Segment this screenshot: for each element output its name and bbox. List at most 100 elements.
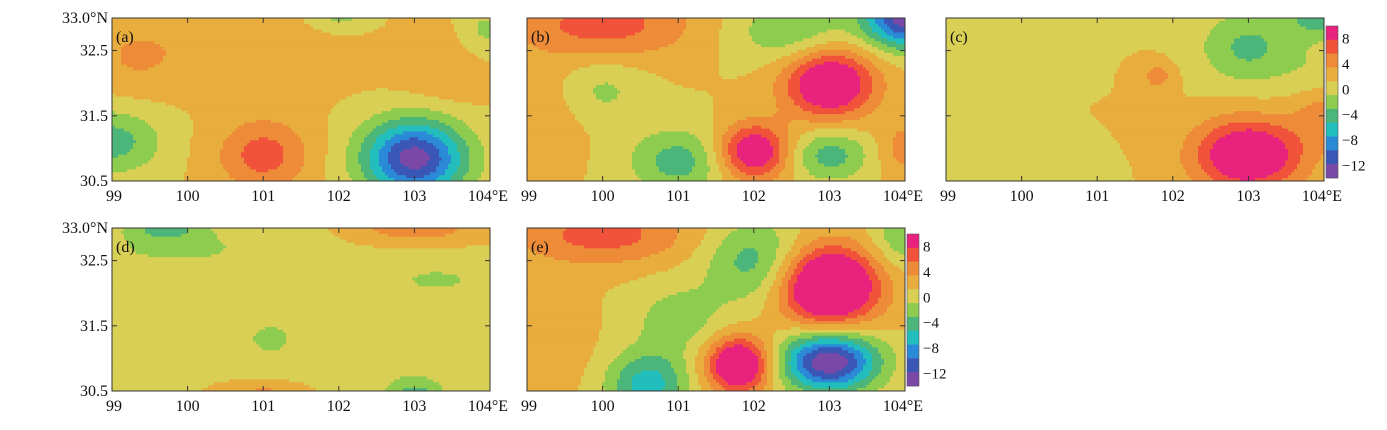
contour-cell	[313, 58, 317, 63]
contour-cell	[334, 116, 338, 121]
contour-cell	[445, 61, 449, 66]
contour-cell	[289, 119, 293, 124]
contour-cell	[442, 44, 446, 48]
contour-cell	[208, 111, 212, 115]
contour-cell	[193, 64, 197, 69]
contour-cell	[208, 76, 212, 80]
contour-cell	[382, 90, 386, 95]
contour-cell	[301, 102, 305, 106]
contour-cell	[481, 96, 485, 101]
contour-cell	[151, 131, 155, 136]
contour-cell	[316, 119, 320, 124]
contour-cell	[256, 70, 260, 74]
contour-cell	[400, 105, 404, 109]
contour-cell	[256, 44, 260, 48]
contour-cell	[367, 50, 371, 54]
contour-cell	[319, 99, 323, 104]
contour-cell	[358, 55, 362, 60]
contour-cell	[412, 64, 416, 69]
contour-cell	[481, 70, 485, 74]
contour-cell	[382, 58, 386, 63]
contour-cell	[376, 41, 380, 45]
contour-cell	[208, 119, 212, 124]
contour-cell	[142, 76, 146, 80]
contour-cell	[184, 82, 188, 86]
contour-cell	[445, 64, 449, 69]
contour-cell	[406, 61, 410, 66]
contour-cell	[298, 55, 302, 60]
contour-cell	[346, 61, 350, 66]
contour-cell	[364, 128, 368, 133]
contour-cell	[133, 122, 137, 127]
contour-cell	[283, 96, 287, 101]
contour-cell	[250, 111, 254, 115]
contour-cell	[298, 90, 302, 95]
contour-cell	[430, 18, 434, 22]
contour-cell	[244, 131, 248, 136]
contour-cell	[220, 131, 224, 136]
contour-cell	[184, 116, 188, 121]
contour-cell	[412, 108, 416, 112]
contour-cell	[118, 114, 122, 118]
contour-cell	[220, 84, 224, 89]
contour-cell	[355, 125, 359, 130]
contour-cell	[310, 76, 314, 80]
contour-cell	[322, 73, 326, 77]
contour-cell	[343, 79, 347, 83]
contour-cell	[274, 70, 278, 74]
contour-cell	[421, 35, 425, 39]
contour-cell	[202, 90, 206, 95]
contour-cell	[187, 108, 191, 112]
contour-cell	[400, 73, 404, 77]
contour-cell	[448, 18, 452, 22]
contour-cell	[265, 79, 269, 83]
contour-cell	[331, 55, 335, 60]
contour-cell	[457, 38, 461, 42]
contour-cell	[127, 26, 131, 31]
contour-cell	[361, 35, 365, 39]
contour-cell	[364, 61, 368, 66]
contour-cell	[289, 64, 293, 69]
contour-cell	[193, 58, 197, 63]
contour-cell	[439, 87, 443, 92]
contour-cell	[145, 50, 149, 54]
contour-cell	[181, 44, 185, 48]
contour-cell	[394, 79, 398, 83]
contour-cell	[268, 114, 272, 118]
contour-cell	[250, 18, 254, 22]
contour-cell	[196, 18, 200, 22]
contour-cell	[484, 93, 488, 98]
contour-cell	[466, 61, 470, 66]
contour-cell	[277, 61, 281, 66]
contour-cell	[364, 20, 368, 25]
contour-cell	[475, 35, 479, 39]
contour-cell	[316, 87, 320, 92]
contour-cell	[199, 70, 203, 74]
contour-cell	[169, 79, 173, 83]
contour-cell	[280, 38, 284, 42]
contour-cell	[193, 41, 197, 45]
contour-cell	[253, 108, 257, 112]
contour-cell	[406, 125, 410, 130]
contour-cell	[346, 79, 350, 83]
contour-cell	[226, 87, 230, 92]
contour-cell	[247, 111, 251, 115]
contour-cell	[376, 82, 380, 86]
contour-cell	[322, 20, 326, 25]
contour-cell	[172, 55, 176, 60]
contour-cell	[295, 47, 299, 51]
contour-cell	[331, 114, 335, 118]
contour-cell	[478, 52, 482, 57]
contour-cell	[415, 20, 419, 25]
contour-cell	[409, 119, 413, 124]
contour-cell	[301, 82, 305, 86]
contour-cell	[331, 67, 335, 71]
contour-cell	[445, 73, 449, 77]
contour-cell	[469, 52, 473, 57]
contour-cell	[115, 70, 119, 74]
contour-cell	[481, 119, 485, 124]
contour-cell	[112, 61, 116, 66]
contour-cell	[418, 96, 422, 101]
contour-cell	[433, 32, 437, 37]
contour-cell	[400, 79, 404, 83]
